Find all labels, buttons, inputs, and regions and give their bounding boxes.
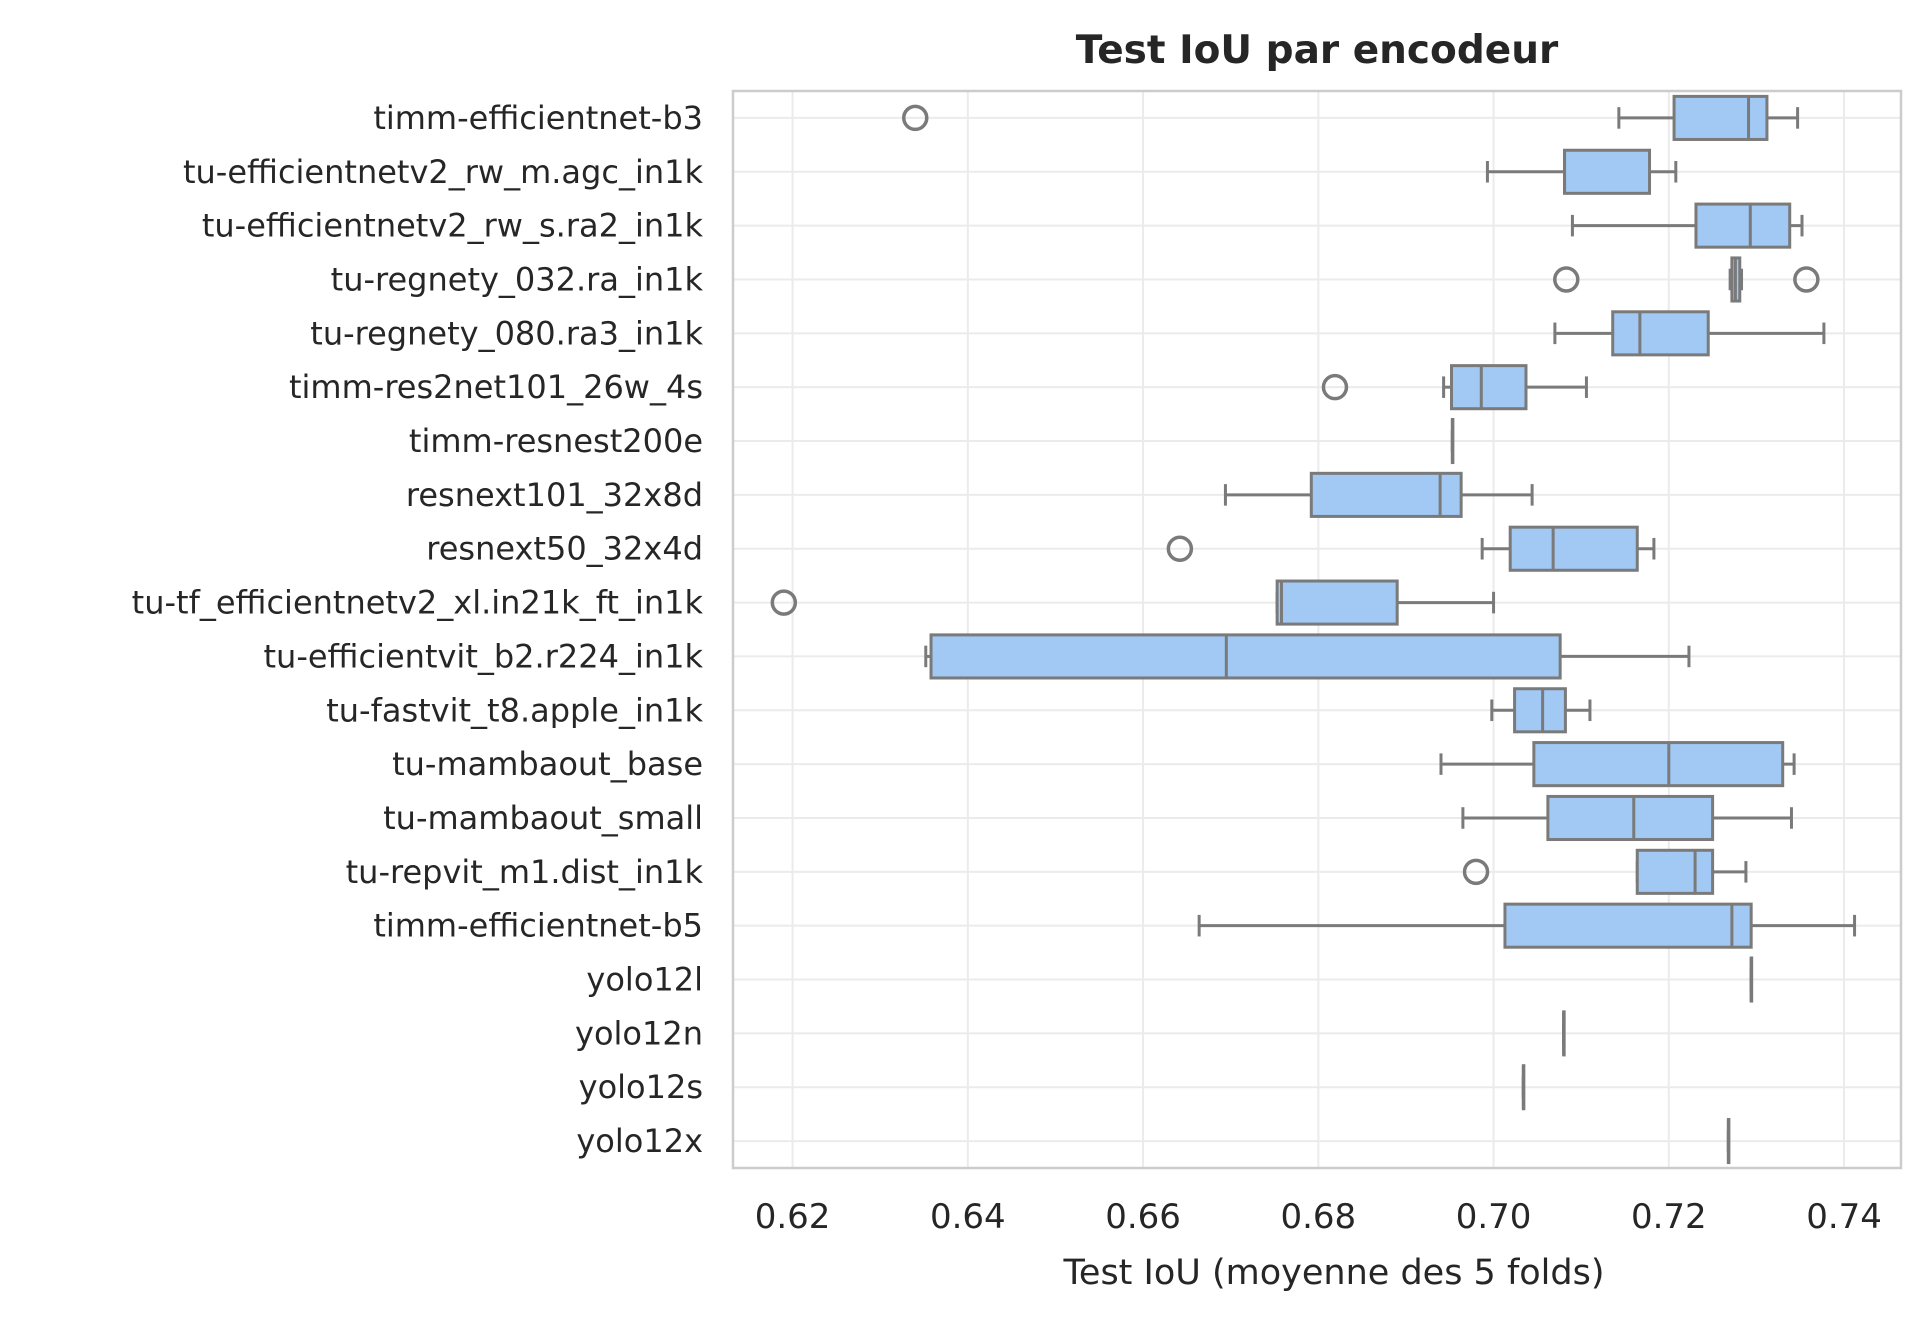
outlier-point bbox=[902, 104, 929, 132]
category-label: resnext50_32x4d bbox=[426, 530, 703, 568]
box-yolo12s bbox=[1521, 1064, 1526, 1111]
x-tick-label: 0.66 bbox=[1105, 1197, 1181, 1237]
category-label: yolo12s bbox=[579, 1068, 703, 1106]
box-series bbox=[770, 94, 1857, 1165]
box-timm-efficientnet-b3 bbox=[902, 94, 1800, 141]
x-tick-label: 0.64 bbox=[930, 1197, 1006, 1237]
box-iqr bbox=[1275, 579, 1399, 626]
category-label: tu-efficientnetv2_rw_s.ra2_in1k bbox=[202, 207, 704, 245]
box-iqr bbox=[1532, 741, 1785, 788]
category-label: tu-mambaout_small bbox=[383, 799, 703, 837]
category-label: resnext101_32x8d bbox=[406, 476, 703, 514]
category-labels: timm-efficientnet-b3 tu-efficientnetv2_rw… bbox=[132, 99, 704, 1160]
x-axis-label: Test IoU (moyenne des 5 folds) bbox=[1062, 1253, 1604, 1293]
box-tu-efficientnetv2_rw_s.ra2_in1k bbox=[1570, 202, 1804, 249]
category-label: tu-fastvit_t8.apple_in1k bbox=[326, 691, 703, 729]
box-iqr bbox=[1508, 525, 1639, 572]
box-yolo12x bbox=[1726, 1118, 1731, 1165]
outlier-point bbox=[770, 589, 798, 616]
box-iqr bbox=[929, 633, 1562, 680]
outlier-point bbox=[1462, 858, 1490, 886]
box-iqr bbox=[1672, 94, 1769, 141]
box-tu-repvit_m1.dist_in1k bbox=[1462, 848, 1748, 895]
box-iqr bbox=[1546, 794, 1715, 842]
box-tu-regnety_080.ra3_in1k bbox=[1553, 310, 1826, 357]
outlier-point bbox=[1321, 373, 1349, 401]
category-label: timm-efficientnet-b5 bbox=[373, 907, 703, 945]
category-label: tu-efficientvit_b2.r224_in1k bbox=[263, 637, 703, 675]
box-tu-mambaout_base bbox=[1439, 741, 1796, 788]
category-label: yolo12l bbox=[586, 961, 703, 999]
box-yolo12l bbox=[1749, 956, 1754, 1003]
box-iqr bbox=[1309, 471, 1463, 518]
box-iqr bbox=[1611, 310, 1710, 357]
box-tu-mambaout_small bbox=[1461, 794, 1793, 842]
box-yolo12n bbox=[1562, 1010, 1566, 1057]
box-timm-efficientnet-b5 bbox=[1197, 902, 1857, 949]
outlier-point bbox=[1793, 266, 1820, 293]
box-resnext101_32x8d bbox=[1223, 471, 1534, 518]
outlier-point bbox=[1166, 535, 1194, 562]
x-tick-label: 0.72 bbox=[1631, 1197, 1707, 1237]
category-label: timm-resnest200e bbox=[409, 422, 703, 460]
box-tu-efficientnetv2_rw_m.agc_in1k bbox=[1485, 148, 1678, 195]
category-label: yolo12n bbox=[575, 1014, 703, 1052]
category-label: yolo12x bbox=[576, 1122, 703, 1160]
box-tu-fastvit_t8.apple_in1k bbox=[1490, 687, 1592, 734]
box-timm-resnest200e bbox=[1450, 417, 1455, 465]
box-iqr bbox=[1513, 687, 1567, 734]
box-tu-regnety_032.ra_in1k bbox=[1553, 256, 1820, 303]
category-label: tu-repvit_m1.dist_in1k bbox=[346, 853, 704, 891]
box-iqr bbox=[1563, 148, 1652, 195]
box-tu-tf_efficientnetv2_xl.in21k_ft_in1k bbox=[770, 579, 1496, 626]
x-tick-label: 0.62 bbox=[755, 1197, 831, 1237]
box-iqr bbox=[1503, 902, 1753, 949]
x-tick-label: 0.70 bbox=[1456, 1197, 1532, 1237]
category-label: tu-regnety_080.ra3_in1k bbox=[310, 314, 703, 352]
category-label: tu-regnety_032.ra_in1k bbox=[331, 260, 704, 298]
outlier-point bbox=[1553, 266, 1580, 293]
box-iqr bbox=[1694, 202, 1792, 249]
x-tick-labels: 0.62 0.64 0.66 0.68 0.70 0.72 0.74 bbox=[755, 1197, 1882, 1237]
box-timm-res2net101_26w_4s bbox=[1321, 364, 1588, 411]
plot-frame bbox=[731, 89, 1903, 1170]
box-resnext50_32x4d bbox=[1166, 525, 1656, 572]
box-iqr bbox=[1635, 848, 1715, 895]
chart-title: Test IoU par encodeur bbox=[1076, 28, 1559, 73]
box-iqr bbox=[1449, 364, 1528, 411]
x-tick-label: 0.74 bbox=[1806, 1197, 1882, 1237]
category-label: tu-efficientnetv2_rw_m.agc_in1k bbox=[183, 153, 704, 191]
category-label: timm-efficientnet-b3 bbox=[373, 99, 703, 137]
box-tu-efficientvit_b2.r224_in1k bbox=[924, 633, 1691, 680]
x-tick-label: 0.68 bbox=[1280, 1197, 1356, 1237]
category-label: timm-res2net101_26w_4s bbox=[289, 368, 703, 406]
category-label: tu-mambaout_base bbox=[392, 745, 703, 783]
category-label: tu-tf_efficientnetv2_xl.in21k_ft_in1k bbox=[132, 584, 704, 622]
